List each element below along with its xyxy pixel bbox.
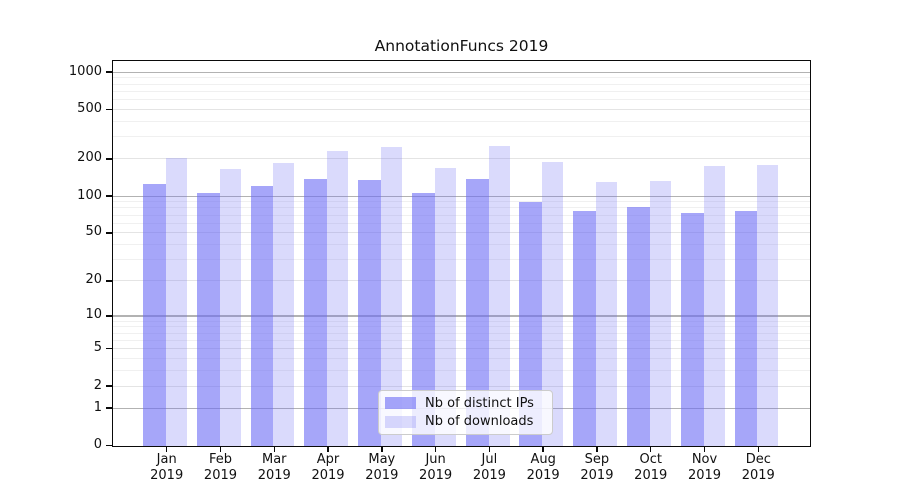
y-tick-label-10: 10 <box>85 307 102 323</box>
bar-downloads-jan <box>165 158 187 446</box>
bar-downloads-jul <box>488 145 510 446</box>
y-tick-mark-5 <box>106 347 112 350</box>
y-tick-mark-10 <box>106 315 112 317</box>
gridline-200 <box>113 158 810 160</box>
gridline-minor-800 <box>113 83 810 85</box>
bar-distinct-ips-dec <box>734 211 758 446</box>
y-tick-label-1000: 1000 <box>68 63 102 79</box>
x-tick-label-oct: Oct 2019 <box>634 452 668 483</box>
legend: Nb of distinct IPs Nb of downloads <box>378 390 553 435</box>
x-tick-label-nov: Nov 2019 <box>687 452 722 483</box>
legend-item-downloads: Nb of downloads <box>385 413 546 431</box>
bar-distinct-ips-apr <box>304 178 328 446</box>
x-tick-mark-nov <box>703 446 706 452</box>
bar-downloads-nov <box>703 166 725 446</box>
y-tick-label-2: 2 <box>93 377 102 393</box>
y-tick-mark-500 <box>106 108 112 111</box>
gridline-minor-600 <box>113 99 810 101</box>
bar-downloads-mar <box>273 163 295 446</box>
x-tick-label-jan: Jan 2019 <box>150 452 184 483</box>
x-tick-label-sep: Sep 2019 <box>580 452 614 483</box>
x-tick-mark-jan <box>165 446 168 452</box>
bar-downloads-dec <box>757 164 779 446</box>
bar-distinct-ips-aug <box>519 201 543 446</box>
legend-swatch-distinct-ips <box>385 397 416 410</box>
y-tick-label-100: 100 <box>77 187 102 203</box>
legend-label-distinct-ips: Nb of distinct IPs <box>425 395 534 411</box>
bar-distinct-ips-may <box>358 180 381 446</box>
y-tick-mark-100 <box>106 195 112 197</box>
x-tick-mark-feb <box>219 446 222 452</box>
x-tick-mark-apr <box>327 446 329 452</box>
y-tick-mark-50 <box>106 232 112 234</box>
gridline-500 <box>113 108 810 110</box>
chart-title: AnnotationFuncs 2019 <box>374 37 549 55</box>
x-tick-mark-aug <box>542 446 544 452</box>
x-tick-mark-sep <box>596 446 598 452</box>
y-tick-mark-0 <box>106 444 112 447</box>
legend-label-downloads: Nb of downloads <box>425 414 534 430</box>
bar-distinct-ips-oct <box>627 206 650 446</box>
bar-distinct-ips-mar <box>250 185 274 446</box>
bar-distinct-ips-jul <box>465 178 489 446</box>
y-tick-label-500: 500 <box>77 100 102 116</box>
bar-distinct-ips-sep <box>573 210 597 446</box>
x-tick-label-jul: Jul 2019 <box>472 452 506 483</box>
x-tick-mark-dec <box>757 446 760 452</box>
gridline-minor-300 <box>113 136 810 138</box>
bar-distinct-ips-jan <box>143 183 166 446</box>
x-tick-mark-jul <box>488 446 491 452</box>
x-tick-label-apr: Apr 2019 <box>311 452 345 483</box>
x-tick-mark-jun <box>434 446 437 452</box>
y-tick-label-0: 0 <box>93 437 102 452</box>
gridline-minor-400 <box>113 120 810 122</box>
y-tick-mark-200 <box>106 158 112 160</box>
bar-downloads-jun <box>434 168 456 446</box>
gridline-1000 <box>113 71 810 74</box>
x-tick-mark-mar <box>273 446 275 452</box>
bar-downloads-oct <box>649 181 671 446</box>
x-tick-label-dec: Dec 2019 <box>741 452 775 483</box>
x-tick-label-aug: Aug 2019 <box>526 452 560 483</box>
bar-distinct-ips-nov <box>680 213 704 446</box>
bar-distinct-ips-jun <box>411 192 435 446</box>
bar-downloads-aug <box>542 162 564 446</box>
legend-swatch-downloads <box>385 415 416 428</box>
x-tick-label-jun: Jun 2019 <box>419 452 453 483</box>
x-tick-mark-oct <box>649 446 652 452</box>
plot-area <box>112 59 811 447</box>
x-tick-label-mar: Mar 2019 <box>257 452 291 483</box>
legend-item-distinct-ips: Nb of distinct IPs <box>385 394 546 412</box>
y-tick-label-50: 50 <box>85 224 102 240</box>
bar-distinct-ips-feb <box>196 193 220 446</box>
bar-downloads-may <box>381 146 403 446</box>
bar-downloads-sep <box>596 181 618 446</box>
y-tick-mark-20 <box>106 280 112 282</box>
y-tick-mark-1 <box>106 407 112 409</box>
gridline-minor-900 <box>113 77 810 79</box>
bar-downloads-feb <box>219 169 241 446</box>
bar-downloads-apr <box>327 151 349 446</box>
y-tick-label-1: 1 <box>93 399 102 415</box>
x-tick-mark-may <box>381 446 383 452</box>
x-tick-label-may: May 2019 <box>365 452 399 483</box>
gridline-minor-700 <box>113 90 810 92</box>
x-tick-label-feb: Feb 2019 <box>203 452 238 483</box>
y-tick-label-20: 20 <box>85 272 102 288</box>
y-tick-label-200: 200 <box>77 150 102 166</box>
y-tick-mark-2 <box>106 385 112 387</box>
y-tick-label-5: 5 <box>93 340 102 356</box>
y-tick-mark-1000 <box>106 71 112 73</box>
